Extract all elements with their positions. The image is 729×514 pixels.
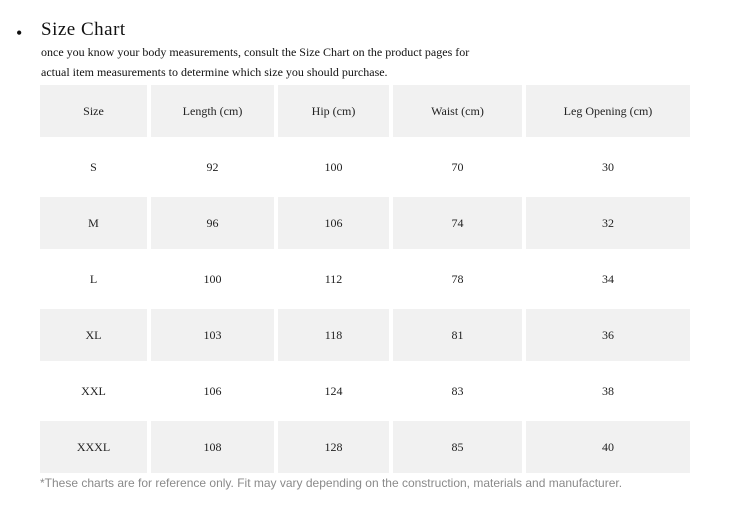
hip-cell: 112 <box>324 271 343 286</box>
leg-opening-cell: 34 <box>602 271 614 286</box>
waist-cell: 83 <box>451 383 464 398</box>
leg-opening-cell: 30 <box>602 159 614 174</box>
intro-line: actual item measurements to determine wh… <box>41 65 388 79</box>
column-header-size: Size <box>40 85 147 137</box>
waist-cell: 85 <box>393 421 522 473</box>
page-title: Size Chart <box>41 19 126 40</box>
leg-opening-cell: 32 <box>526 197 690 249</box>
waist-cell: 70 <box>451 159 464 174</box>
intro-text: once you know your body measurements, co… <box>41 42 561 82</box>
length-cell: 108 <box>151 421 274 473</box>
length-cell: 96 <box>151 197 274 249</box>
table-row: XXL 106 124 83 38 <box>40 365 690 417</box>
footnote-disclaimer: *These charts are for reference only. Fi… <box>40 476 623 490</box>
hip-cell: 118 <box>278 309 389 361</box>
column-header-length: Length (cm) <box>151 85 274 137</box>
table-header-row: Size Length (cm) Hip (cm) Waist (cm) Leg… <box>40 85 690 137</box>
size-cell: M <box>40 197 147 249</box>
column-header-leg-opening: Leg Opening (cm) <box>526 85 690 137</box>
length-cell: 92 <box>206 159 219 174</box>
hip-cell: 106 <box>278 197 389 249</box>
waist-cell: 74 <box>393 197 522 249</box>
leg-opening-cell: 38 <box>602 383 614 398</box>
leg-opening-cell: 40 <box>526 421 690 473</box>
table-row: XL 103 118 81 36 <box>40 309 690 361</box>
intro-line: once you know your body measurements, co… <box>41 45 470 59</box>
size-cell: L <box>89 271 98 286</box>
hip-cell: 128 <box>278 421 389 473</box>
hip-cell: 124 <box>324 383 343 398</box>
table-row: M 96 106 74 32 <box>40 197 690 249</box>
waist-cell: 78 <box>451 271 464 286</box>
table-row: L 100 112 78 34 <box>40 253 690 305</box>
leg-opening-cell: 36 <box>526 309 690 361</box>
hip-cell: 100 <box>324 159 343 174</box>
length-cell: 106 <box>203 383 222 398</box>
size-cell: XXXL <box>40 421 147 473</box>
table-row: XXXL 108 128 85 40 <box>40 421 690 473</box>
table-row: S 92 100 70 30 <box>40 141 690 193</box>
column-header-hip: Hip (cm) <box>278 85 389 137</box>
waist-cell: 81 <box>393 309 522 361</box>
length-cell: 103 <box>151 309 274 361</box>
size-cell: XXL <box>81 383 106 398</box>
column-header-waist: Waist (cm) <box>393 85 522 137</box>
size-cell: S <box>90 159 97 174</box>
length-cell: 100 <box>203 271 222 286</box>
size-cell: XL <box>40 309 147 361</box>
size-chart-table: Size Length (cm) Hip (cm) Waist (cm) Leg… <box>40 85 690 477</box>
bullet-marker: • <box>16 23 23 43</box>
